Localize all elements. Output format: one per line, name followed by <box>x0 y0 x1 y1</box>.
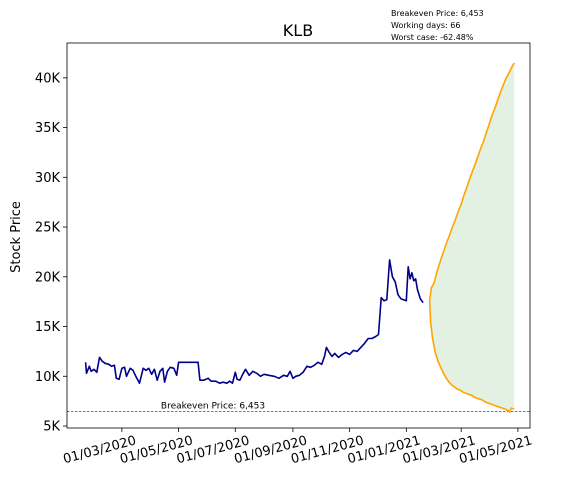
forecast-upper-line <box>428 62 515 301</box>
history-price-line <box>84 259 424 385</box>
y-tick-label: 40K <box>35 71 61 86</box>
y-axis-title: Stock Price <box>9 201 24 273</box>
y-tick-label: 35K <box>35 121 61 136</box>
forecast-lower-line <box>428 300 515 413</box>
info-working-days: Working days: 66 <box>391 21 460 30</box>
y-tick-label: 20K <box>35 270 61 285</box>
y-tick-label: 30K <box>35 171 61 186</box>
breakeven-label: Breakeven Price: 6,453 <box>161 402 265 412</box>
y-tick-label: 15K <box>35 320 61 335</box>
forecast-range-fill <box>429 62 515 413</box>
y-axis: 5K 10K 15K 20K 25K 30K 35K 40K <box>35 71 67 435</box>
y-tick-label: 5K <box>43 420 60 435</box>
info-breakeven-price: Breakeven Price: 6,453 <box>391 9 484 18</box>
plot-area-frame <box>66 42 531 429</box>
info-worst-case: Worst case: -62.48% <box>391 33 474 42</box>
y-tick-label: 10K <box>35 370 61 385</box>
y-tick-label: 25K <box>35 221 61 236</box>
chart-title: KLB <box>283 21 313 40</box>
